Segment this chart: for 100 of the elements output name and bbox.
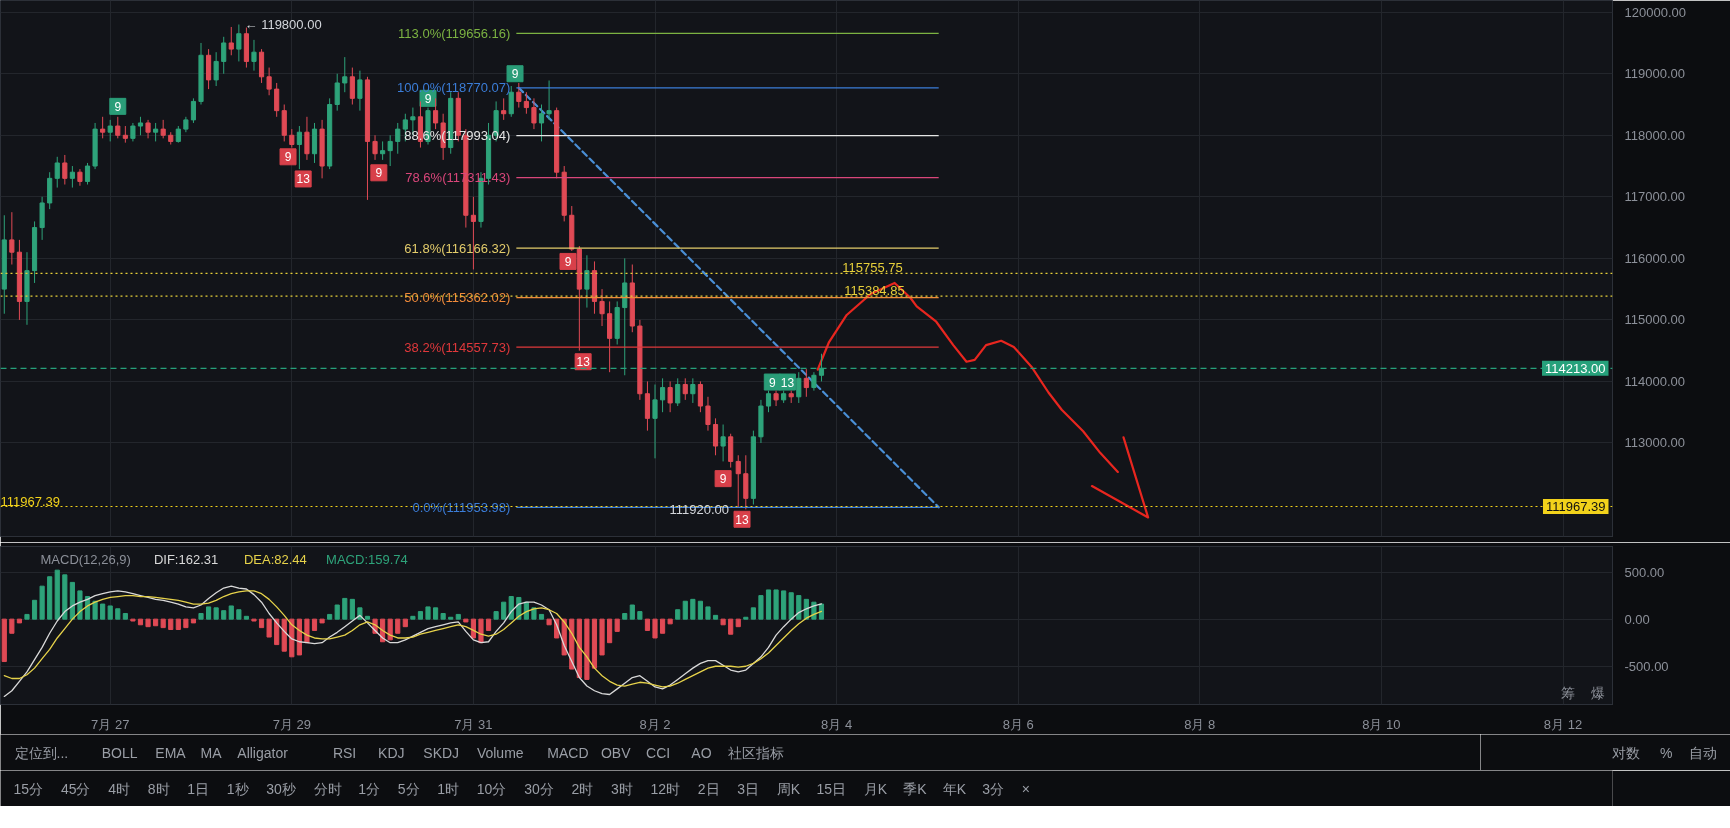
annotation: 9 xyxy=(511,67,519,82)
text: 4时 xyxy=(108,780,131,797)
text: MACD:159.74 xyxy=(326,552,408,567)
text: 10分 xyxy=(476,780,507,797)
bar xyxy=(682,600,688,620)
text: 8时 xyxy=(147,780,170,797)
x-tick-label: 8月 12 xyxy=(1543,716,1583,732)
bar xyxy=(690,598,696,620)
annotation: 111967.39 xyxy=(0,493,61,509)
bar xyxy=(818,603,825,620)
text: BOLL xyxy=(101,744,138,761)
y-tick-label: 119000.00 xyxy=(1624,66,1685,82)
y-tick-label: 120000.00 xyxy=(1624,4,1686,20)
annotation: 115755.75 xyxy=(842,260,903,276)
bar xyxy=(607,618,613,644)
candlestick xyxy=(266,67,272,96)
bar xyxy=(168,618,174,630)
bar xyxy=(629,604,635,620)
candlestick xyxy=(538,104,545,142)
text: 1秒 xyxy=(226,780,249,797)
bar xyxy=(62,574,68,620)
candlestick xyxy=(652,384,658,459)
annotation: 9 xyxy=(719,472,727,487)
x-tick-label: 7月 27 xyxy=(91,716,130,732)
bar xyxy=(311,618,318,631)
y-tick-label: -500.00 xyxy=(1624,658,1669,674)
series-label: DEA:82.44 xyxy=(243,552,307,567)
bar xyxy=(258,618,265,629)
text: 对数 xyxy=(1612,744,1641,761)
bar xyxy=(652,618,658,639)
annotation: 筹 xyxy=(1560,684,1575,701)
x-tick-label: 8月 8 xyxy=(1184,716,1216,732)
bar xyxy=(410,615,416,620)
bar xyxy=(614,618,620,632)
x-tick-label: 8月 2 xyxy=(639,716,671,732)
y-tick-label: 116000.00 xyxy=(1624,250,1685,266)
candlestick xyxy=(395,122,401,155)
bar xyxy=(183,618,189,629)
candlestick xyxy=(705,396,711,432)
candlestick xyxy=(372,134,378,161)
text: AO xyxy=(691,744,712,761)
candlestick xyxy=(660,377,666,413)
ref-line-label: 38.2%(114557.73) xyxy=(404,339,511,355)
bar xyxy=(100,603,106,620)
text: 季K xyxy=(903,780,928,797)
bar xyxy=(243,615,249,620)
bar xyxy=(54,569,60,620)
candlestick xyxy=(251,39,257,72)
bar xyxy=(455,613,461,620)
annotation: 9 xyxy=(564,254,572,269)
candlestick xyxy=(334,73,340,112)
bar xyxy=(402,618,408,628)
bar xyxy=(425,606,431,620)
bar xyxy=(599,618,605,656)
text: OBV xyxy=(600,744,632,761)
chart-title: MACD(12,26,9) xyxy=(40,552,131,567)
candlestick xyxy=(712,417,719,456)
bar xyxy=(796,595,802,620)
text: 定位到... xyxy=(14,744,69,761)
bar xyxy=(274,618,280,646)
bar xyxy=(728,618,734,635)
candlestick xyxy=(357,70,363,112)
candlestick xyxy=(773,390,779,407)
bar xyxy=(781,590,787,620)
text: Alligator xyxy=(237,744,289,761)
bar xyxy=(16,618,22,624)
annotation: 爆 xyxy=(1590,684,1605,701)
candlestick xyxy=(213,51,219,87)
candlestick xyxy=(9,211,15,265)
candlestick xyxy=(274,82,280,118)
bar xyxy=(1,618,7,663)
x-tick-label: 7月 31 xyxy=(454,716,493,732)
bar xyxy=(153,618,159,627)
bar xyxy=(387,618,393,641)
text: 3时 xyxy=(611,780,633,797)
y-tick-label: 117000.00 xyxy=(1624,189,1685,205)
text: 3日 xyxy=(737,780,760,797)
ref-line-label: 111967.39 xyxy=(1545,499,1606,515)
bar xyxy=(576,618,582,679)
bar xyxy=(788,592,794,620)
bar xyxy=(296,618,302,656)
candlestick xyxy=(107,119,113,142)
bar xyxy=(712,614,719,620)
text: Volume xyxy=(476,744,524,761)
x-tick-label: 8月 6 xyxy=(1002,716,1034,732)
candlestick xyxy=(584,254,590,309)
y-tick-label: 114000.00 xyxy=(1624,373,1685,389)
candlestick xyxy=(811,371,817,392)
bar xyxy=(501,601,507,620)
bar xyxy=(735,618,741,628)
text: 年K xyxy=(942,780,967,797)
bar xyxy=(122,612,128,620)
bar xyxy=(417,611,424,620)
text: MA xyxy=(200,744,223,761)
bar xyxy=(92,600,98,620)
text: 3分 xyxy=(982,780,1005,797)
bar xyxy=(145,618,151,628)
text: KDJ xyxy=(378,744,405,761)
bar xyxy=(342,597,348,620)
bar xyxy=(24,613,30,620)
